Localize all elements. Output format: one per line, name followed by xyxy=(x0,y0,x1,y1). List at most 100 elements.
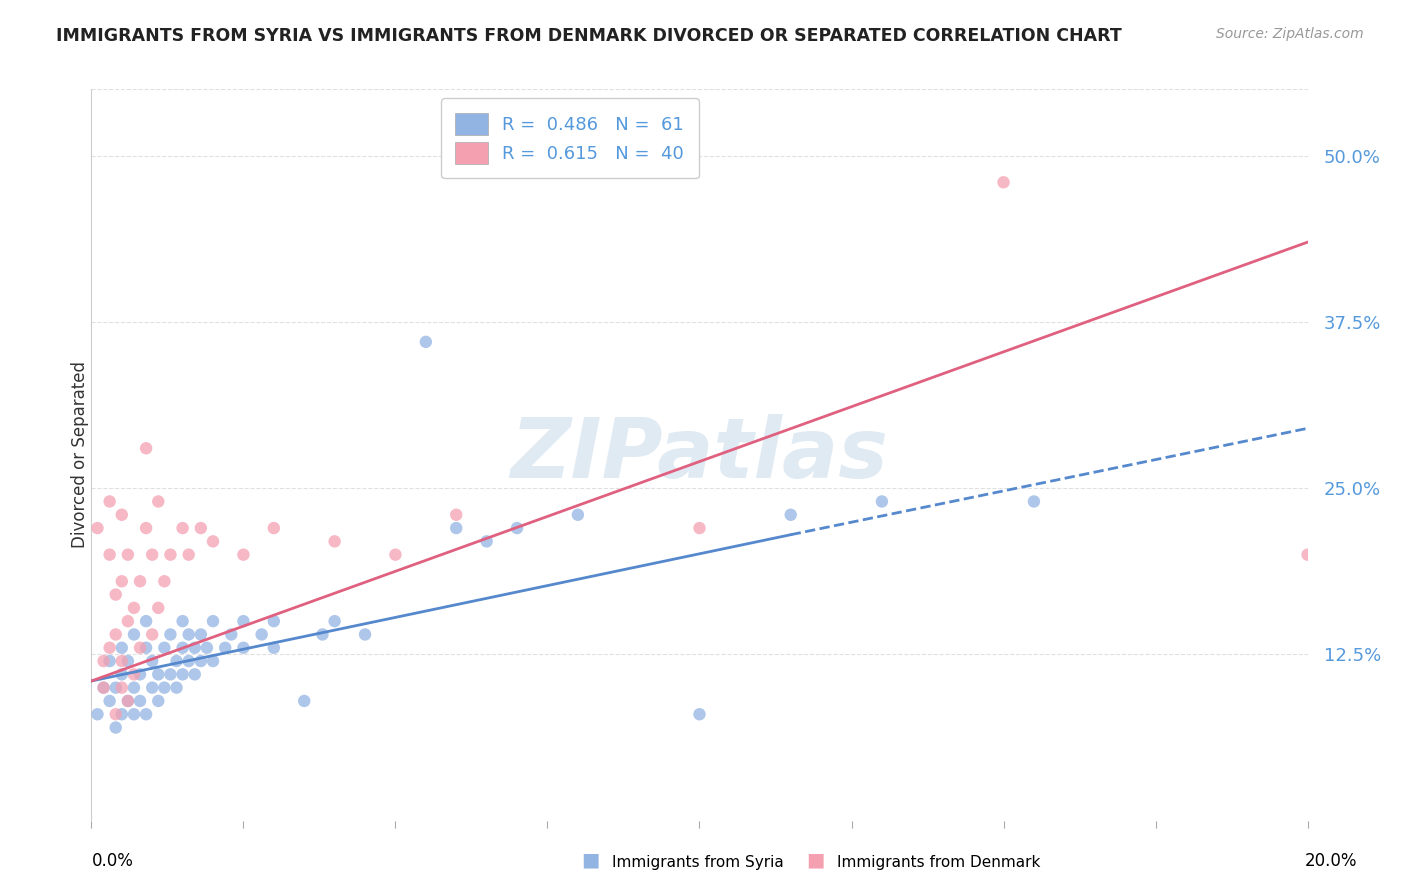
Point xyxy=(311,627,333,641)
Point xyxy=(159,627,181,641)
Point xyxy=(172,521,194,535)
Point xyxy=(141,548,163,562)
Point xyxy=(117,614,139,628)
Point xyxy=(104,721,127,735)
Point xyxy=(117,654,139,668)
Point xyxy=(159,667,181,681)
Point xyxy=(232,548,254,562)
Point xyxy=(263,614,285,628)
Text: Immigrants from Syria: Immigrants from Syria xyxy=(612,855,783,870)
Point xyxy=(214,640,236,655)
Point xyxy=(141,681,163,695)
Point xyxy=(415,334,437,349)
Point xyxy=(172,640,194,655)
Text: Source: ZipAtlas.com: Source: ZipAtlas.com xyxy=(1216,27,1364,41)
Point xyxy=(148,667,170,681)
Point xyxy=(190,654,212,668)
Point xyxy=(93,681,115,695)
Point xyxy=(159,548,181,562)
Point xyxy=(122,707,145,722)
Point xyxy=(111,640,134,655)
Point xyxy=(190,627,212,641)
Point xyxy=(148,600,170,615)
Point xyxy=(135,640,157,655)
Point xyxy=(129,640,152,655)
Point xyxy=(98,694,121,708)
Point xyxy=(444,508,467,522)
Point xyxy=(232,614,254,628)
Point xyxy=(129,694,152,708)
Point xyxy=(172,614,194,628)
Point xyxy=(153,574,176,589)
Point xyxy=(111,508,134,522)
Text: ■: ■ xyxy=(581,851,600,870)
Point xyxy=(148,694,170,708)
Point xyxy=(323,534,346,549)
Point xyxy=(166,654,188,668)
Point xyxy=(323,614,346,628)
Point xyxy=(98,548,121,562)
Legend: R =  0.486   N =  61, R =  0.615   N =  40: R = 0.486 N = 61, R = 0.615 N = 40 xyxy=(441,98,699,178)
Point xyxy=(117,548,139,562)
Point xyxy=(190,521,212,535)
Text: Immigrants from Denmark: Immigrants from Denmark xyxy=(837,855,1040,870)
Point xyxy=(122,627,145,641)
Point xyxy=(129,574,152,589)
Point xyxy=(177,627,200,641)
Point xyxy=(202,534,225,549)
Point xyxy=(1022,494,1045,508)
Point xyxy=(202,654,225,668)
Point xyxy=(129,667,152,681)
Point xyxy=(688,521,710,535)
Text: ZIPatlas: ZIPatlas xyxy=(510,415,889,495)
Point xyxy=(354,627,377,641)
Point xyxy=(141,627,163,641)
Point xyxy=(263,521,285,535)
Point xyxy=(122,600,145,615)
Text: ■: ■ xyxy=(806,851,825,870)
Point xyxy=(135,707,157,722)
Y-axis label: Divorced or Separated: Divorced or Separated xyxy=(72,361,89,549)
Point xyxy=(98,640,121,655)
Point xyxy=(104,707,127,722)
Point xyxy=(135,442,157,456)
Point xyxy=(135,521,157,535)
Point xyxy=(111,667,134,681)
Point xyxy=(177,548,200,562)
Point xyxy=(779,508,801,522)
Point xyxy=(86,521,108,535)
Point xyxy=(184,667,207,681)
Point xyxy=(141,654,163,668)
Point xyxy=(104,627,127,641)
Point xyxy=(93,654,115,668)
Point xyxy=(111,681,134,695)
Point xyxy=(444,521,467,535)
Point xyxy=(111,574,134,589)
Point xyxy=(122,667,145,681)
Point xyxy=(135,614,157,628)
Point xyxy=(98,494,121,508)
Point xyxy=(122,681,145,695)
Point xyxy=(111,654,134,668)
Text: 0.0%: 0.0% xyxy=(91,852,134,870)
Point xyxy=(177,654,200,668)
Point xyxy=(93,681,115,695)
Point xyxy=(117,694,139,708)
Point xyxy=(104,681,127,695)
Point xyxy=(111,707,134,722)
Point xyxy=(870,494,893,508)
Point xyxy=(148,494,170,508)
Point xyxy=(153,640,176,655)
Point xyxy=(195,640,218,655)
Text: 20.0%: 20.0% xyxy=(1305,852,1357,870)
Point xyxy=(219,627,242,641)
Point xyxy=(86,707,108,722)
Point xyxy=(184,640,207,655)
Point xyxy=(993,175,1015,189)
Point xyxy=(292,694,315,708)
Point xyxy=(166,681,188,695)
Point xyxy=(506,521,529,535)
Point xyxy=(117,694,139,708)
Point xyxy=(263,640,285,655)
Point xyxy=(1296,548,1319,562)
